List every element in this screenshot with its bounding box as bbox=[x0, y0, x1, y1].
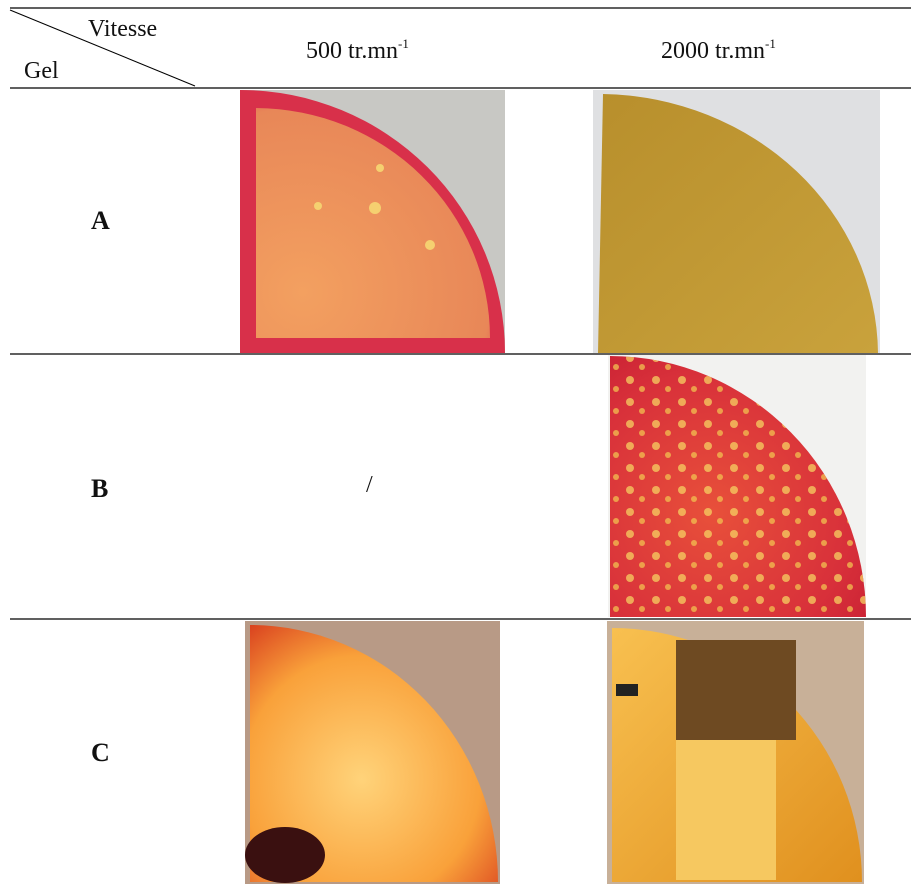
row-label: B bbox=[91, 474, 109, 503]
column-header: 500 tr.mn-1 bbox=[306, 36, 409, 65]
photo-b-2000 bbox=[608, 355, 866, 617]
row-label: C bbox=[91, 738, 110, 767]
rules bbox=[9, 7, 911, 620]
cell-text: / bbox=[366, 472, 373, 498]
corner-top: Vitesse bbox=[88, 16, 158, 42]
column-text: 2000 tr.mn bbox=[661, 38, 766, 64]
photo-a-500 bbox=[240, 90, 505, 353]
photo-c-500 bbox=[245, 621, 500, 884]
column-sup: -1 bbox=[398, 36, 409, 51]
column-text: 500 tr.mn bbox=[306, 38, 399, 64]
row-label: A bbox=[91, 206, 110, 235]
column-sup: -1 bbox=[765, 36, 776, 51]
photo-a-2000 bbox=[593, 90, 880, 353]
column-header: 2000 tr.mn-1 bbox=[661, 36, 776, 65]
photo-c-2000 bbox=[607, 621, 864, 884]
diagonal bbox=[9, 9, 196, 87]
corner-bottom: Gel bbox=[24, 58, 59, 84]
